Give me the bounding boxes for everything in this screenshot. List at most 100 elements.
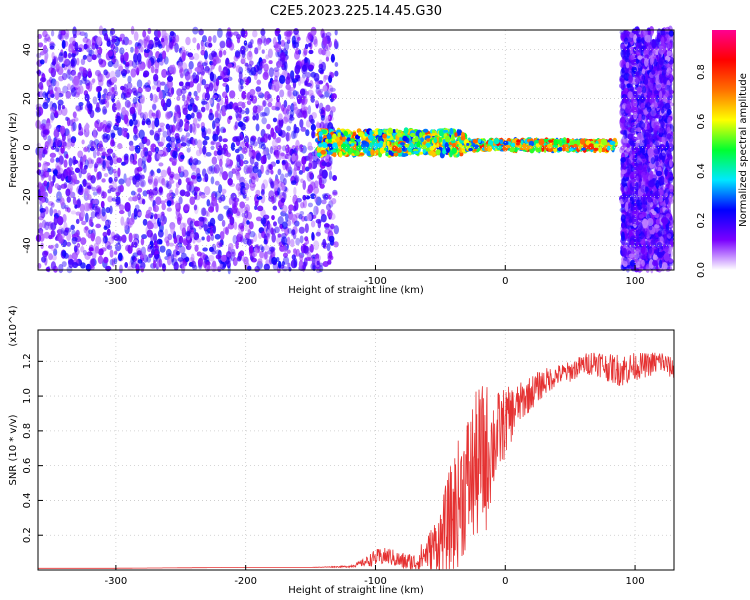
heatmap-noise-cell — [293, 28, 299, 35]
heatmap-noise-cell — [39, 77, 47, 83]
heatmap-noise-cell — [142, 147, 148, 152]
heatmap-noise-cell — [160, 136, 166, 145]
heatmap-noise-cell — [189, 97, 195, 107]
heatmap-noise-cell — [329, 212, 336, 221]
heatmap-noise-cell — [267, 48, 273, 59]
heatmap-noise-cell — [58, 226, 64, 232]
heatmap-noise-cell — [166, 111, 173, 119]
heatmap-noise-cell — [208, 254, 215, 262]
heatmap-noise-cell — [273, 221, 277, 227]
heatmap-noise-cell — [173, 236, 178, 244]
heatmap-noise-cell — [228, 171, 234, 179]
heatmap-noise-cell — [195, 95, 200, 101]
heatmap-noise-cell — [80, 210, 86, 218]
heatmap-noise-cell — [328, 235, 335, 243]
heatmap-noise-cell — [221, 170, 229, 181]
heatmap-noise-cell — [256, 79, 262, 85]
heatmap-noise-cell — [48, 174, 52, 182]
heatmap-noise-cell — [211, 196, 218, 207]
heatmap-noise-cell — [164, 236, 170, 244]
heatmap-noise-cell — [76, 57, 80, 66]
heatmap-noise-cell — [323, 74, 327, 83]
heatmap-noise-cell — [172, 249, 179, 257]
heatmap-noise-cell — [268, 246, 276, 252]
heatmap-noise-cell — [70, 53, 76, 58]
heatmap-noise-cell — [271, 84, 277, 91]
heatmap-signal-cell — [577, 145, 582, 150]
heatmap-noise-cell — [113, 124, 119, 131]
heatmap-noise-cell — [147, 27, 152, 35]
heatmap-noise-cell — [86, 100, 91, 109]
heatmap-noise-cell — [179, 68, 185, 77]
heatmap-noise-cell — [98, 79, 104, 87]
heatmap-noise-cell — [79, 156, 84, 166]
heatmap-noise-cell — [310, 193, 317, 200]
heatmap-noise-cell — [299, 77, 306, 84]
heatmap-noise-cell — [109, 87, 113, 95]
heatmap-noise-cell — [182, 169, 189, 178]
heatmap-noise-cell — [192, 125, 197, 135]
heatmap-noise-cell — [133, 128, 139, 134]
heatmap-noise-cell — [85, 122, 90, 133]
heatmap-noise-cell — [243, 256, 249, 265]
heatmap-noise-cell — [94, 120, 100, 129]
heatmap-noise-cell — [206, 199, 211, 207]
heatmap-noise-cell — [69, 63, 76, 68]
heatmap-noise-cell — [58, 263, 64, 274]
heatmap-noise-cell — [134, 66, 139, 73]
heatmap-noise-cell — [172, 150, 178, 159]
heatmap-signal-cell — [573, 143, 578, 148]
heatmap-noise-cell — [306, 213, 312, 222]
heatmap-signal-cell — [413, 150, 419, 155]
heatmap-noise-cell — [40, 85, 44, 91]
heatmap-noise-cell — [96, 119, 101, 125]
heatmap-noise-cell — [275, 159, 280, 164]
heatmap-noise-cell — [187, 52, 194, 58]
heatmap-noise-cell — [280, 152, 285, 157]
heatmap-noise-cell — [49, 83, 55, 92]
heatmap-noise-cell — [231, 168, 237, 175]
heatmap-noise-cell — [196, 42, 201, 51]
heatmap-noise-cell — [287, 169, 293, 177]
heatmap-signal-cell — [458, 143, 463, 148]
heatmap-noise-cell — [110, 187, 117, 192]
heatmap-noise-cell — [293, 161, 298, 172]
heatmap-noise-cell — [150, 56, 156, 64]
heatmap-noise-cell — [95, 185, 102, 192]
heatmap-noise-cell — [288, 267, 292, 272]
heatmap-noise-cell — [75, 104, 79, 111]
heatmap-noise-cell — [196, 238, 202, 243]
heatmap-noise-cell — [184, 71, 191, 81]
heatmap-noise-cell — [208, 82, 214, 92]
heatmap-noise-cell — [282, 116, 289, 124]
heatmap-noise-cell — [282, 256, 290, 265]
heatmap-noise-cell — [71, 57, 77, 67]
heatmap-signal-cell — [451, 134, 455, 142]
heatmap-noise-cell — [95, 48, 102, 58]
heatmap-noise-cell — [79, 105, 84, 111]
heatmap-noise-cell — [262, 100, 267, 107]
heatmap-noise-cell — [141, 234, 148, 240]
heatmap-noise-cell — [196, 63, 204, 73]
heatmap-noise-cell — [39, 185, 45, 192]
heatmap-noise-cell — [307, 257, 314, 262]
heatmap-noise-cell — [71, 178, 76, 186]
heatmap-noise-cell — [149, 129, 155, 136]
heatmap-noise-cell — [307, 184, 314, 194]
heatmap-noise-cell — [118, 178, 125, 185]
heatmap-noise-cell — [208, 53, 214, 61]
heatmap-noise-cell — [261, 49, 265, 54]
heatmap-noise-cell — [322, 84, 328, 92]
heatmap-signal-cell — [407, 151, 412, 156]
heatmap-noise-cell — [106, 228, 111, 236]
heatmap-noise-cell — [77, 150, 84, 159]
heatmap-noise-cell — [160, 37, 165, 43]
heatmap-noise-cell — [156, 86, 161, 93]
heatmap-noise-cell — [193, 90, 198, 97]
heatmap-noise-cell — [210, 145, 215, 150]
heatmap-signal-cell — [343, 130, 349, 137]
heatmap-noise-cell — [162, 130, 168, 138]
heatmap-noise-cell — [95, 85, 101, 93]
heatmap-noise-cell — [50, 115, 54, 123]
heatmap-noise-cell — [293, 220, 300, 227]
